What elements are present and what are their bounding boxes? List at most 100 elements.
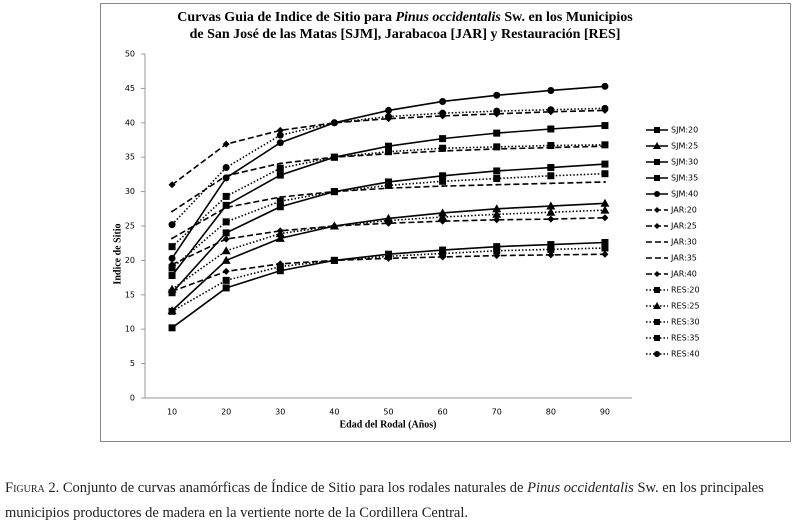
legend-label: JAR:20 (670, 206, 697, 215)
x-tick-label: 50 (383, 408, 393, 417)
marker (329, 221, 339, 230)
marker (601, 250, 609, 258)
marker (438, 208, 448, 217)
marker (222, 201, 230, 209)
legend-label: JAR:35 (670, 254, 697, 263)
marker (601, 239, 609, 247)
marker (439, 250, 447, 258)
marker (385, 148, 392, 156)
legend-label: SJM:40 (671, 190, 698, 199)
marker (601, 214, 609, 222)
title-part: Sw. en los Municipios (501, 10, 633, 25)
marker (547, 142, 555, 150)
marker (601, 104, 609, 112)
marker (276, 171, 284, 179)
marker (385, 252, 392, 260)
legend-label: SJM:30 (671, 158, 698, 167)
marker (171, 210, 174, 213)
marker (385, 181, 392, 189)
marker (168, 272, 176, 280)
chart-frame (100, 3, 791, 442)
marker (168, 243, 176, 251)
legend-marker (654, 223, 660, 229)
marker (279, 196, 282, 199)
legend-label: SJM:25 (671, 142, 698, 151)
marker (222, 284, 230, 292)
marker (276, 139, 284, 147)
marker (385, 113, 392, 121)
marker (547, 106, 555, 114)
marker (225, 174, 228, 177)
marker (439, 109, 447, 117)
y-tick-label: 0 (130, 394, 135, 403)
marker (222, 218, 230, 226)
legend-marker (654, 159, 660, 165)
marker (275, 229, 285, 238)
marker (547, 251, 555, 259)
legend-marker (653, 142, 661, 149)
marker (222, 276, 230, 284)
marker (222, 267, 230, 275)
y-tick-label: 5 (130, 359, 135, 368)
marker (547, 172, 555, 180)
marker (493, 167, 501, 175)
y-tick-label: 25 (125, 222, 135, 231)
legend-label: RES:25 (671, 302, 700, 311)
marker (225, 206, 228, 209)
marker (601, 122, 609, 130)
marker (601, 170, 609, 178)
marker (330, 153, 338, 161)
chart-title: de San José de las Matas [SJM], Jarabaco… (190, 27, 621, 42)
marker (167, 284, 177, 293)
marker (222, 229, 230, 237)
marker (276, 263, 284, 271)
caption: Figura 2. Conjunto de curvas anamórficas… (5, 476, 805, 526)
y-tick-label: 30 (125, 187, 135, 196)
legend-marker (654, 207, 660, 213)
legend-marker (654, 319, 660, 325)
legend-marker (654, 191, 660, 197)
y-tick-label: 40 (125, 118, 135, 127)
marker (547, 125, 555, 133)
marker (546, 207, 556, 216)
legend-marker (654, 351, 660, 357)
x-tick-label: 10 (167, 408, 177, 417)
marker (222, 140, 230, 148)
x-tick-label: 70 (492, 408, 502, 417)
chart-title: Curvas Guia de Indice de Sitio para Pinu… (177, 10, 633, 25)
x-tick-label: 80 (546, 408, 556, 417)
legend-label: JAR:40 (670, 270, 697, 279)
marker (385, 106, 392, 114)
y-tick-label: 35 (125, 153, 135, 162)
marker (493, 129, 501, 137)
marker (276, 164, 284, 172)
marker (330, 119, 338, 127)
marker (493, 216, 501, 224)
title-part: Curvas Guia de Indice de Sitio para (177, 10, 395, 25)
marker (221, 246, 231, 255)
marker (279, 162, 282, 165)
marker (222, 164, 230, 172)
series-line (171, 144, 605, 248)
marker (547, 86, 555, 94)
marker (493, 247, 501, 255)
marker (493, 91, 501, 99)
marker (168, 307, 176, 315)
marker (601, 244, 609, 252)
marker (275, 233, 285, 242)
x-tick-label: 60 (438, 408, 448, 417)
marker (601, 160, 609, 168)
y-tick-label: 45 (125, 84, 135, 93)
caption-text: Pinus occidentalis (527, 480, 634, 496)
marker (276, 267, 284, 275)
series-line (171, 107, 605, 226)
series-line (171, 109, 605, 186)
marker (330, 256, 338, 264)
marker (438, 212, 448, 221)
marker (168, 264, 176, 272)
legend-marker (654, 335, 660, 341)
caption-text: Sw. en los principales municipios produc… (5, 480, 764, 521)
marker (601, 141, 609, 149)
marker (439, 177, 447, 185)
